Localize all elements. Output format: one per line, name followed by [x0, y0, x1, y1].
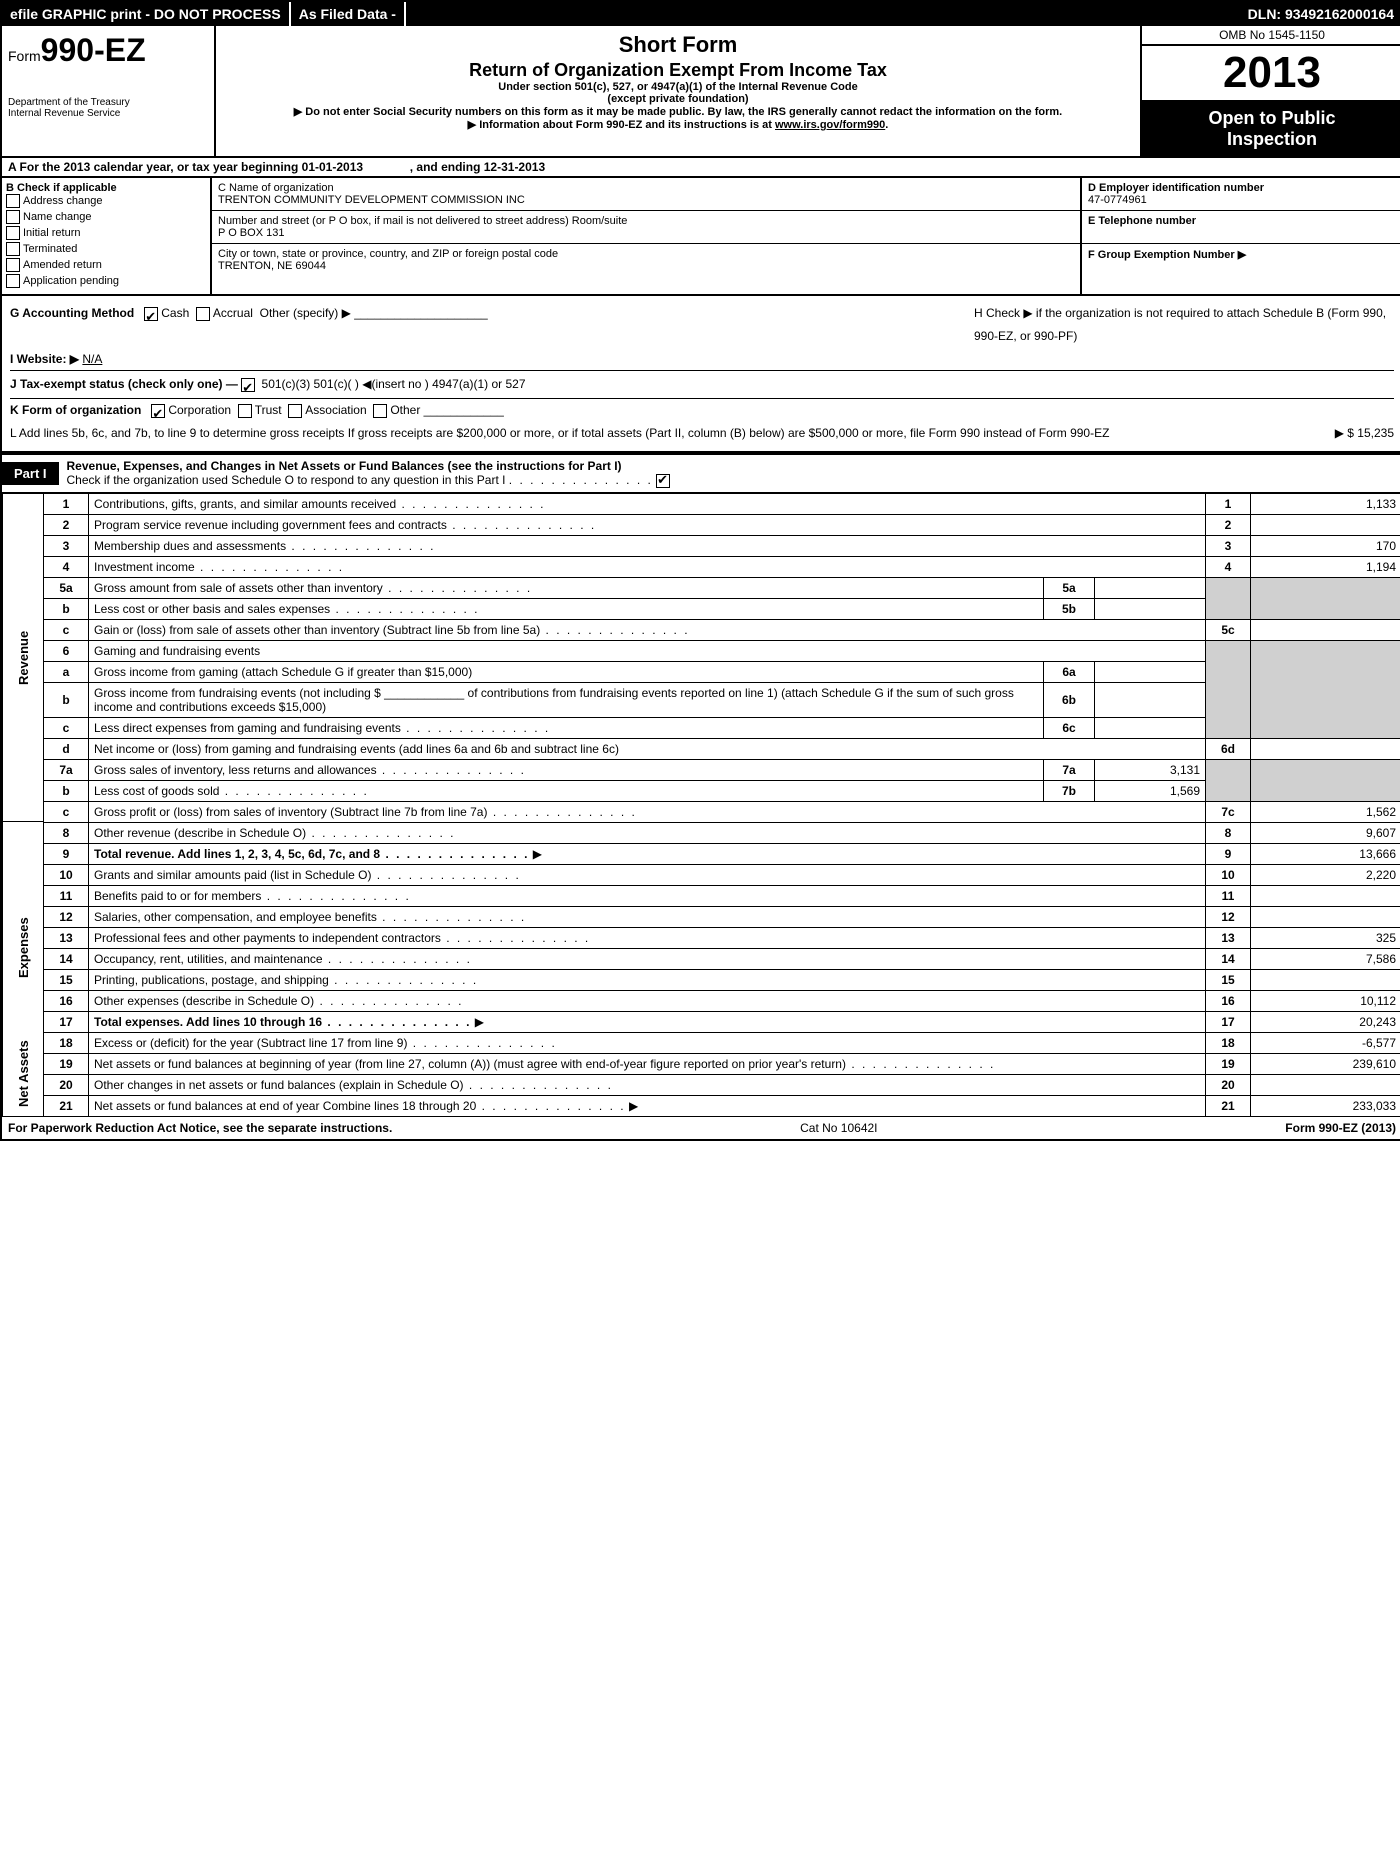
- street-block: Number and street (or P O box, if mail i…: [212, 211, 1080, 244]
- part1-table: Revenue 1 Contributions, gifts, grants, …: [2, 493, 1400, 1117]
- line-1-ref: 1: [1206, 493, 1251, 514]
- city-value: TRENTON, NE 69044: [218, 260, 1074, 272]
- line-1-desc: Contributions, gifts, grants, and simila…: [94, 497, 546, 511]
- i-label: I Website: ▶: [10, 352, 79, 366]
- short-form-title: Short Form: [224, 32, 1132, 58]
- expenses-side-label: Expenses: [3, 864, 44, 1032]
- g-other: Other (specify) ▶: [260, 306, 351, 320]
- form-header: Form990-EZ Department of the Treasury In…: [2, 26, 1400, 158]
- part1-check-note: Check if the organization used Schedule …: [67, 473, 506, 487]
- revenue-side-label: Revenue: [3, 493, 44, 822]
- chk-cash[interactable]: [144, 307, 158, 321]
- h-note: H Check ▶ if the organization is not req…: [974, 302, 1394, 348]
- as-filed-label: As Filed Data -: [291, 2, 406, 26]
- part1-label: Part I: [2, 462, 59, 485]
- header-left: Form990-EZ Department of the Treasury In…: [2, 26, 216, 156]
- street-value: P O BOX 131: [218, 227, 1074, 239]
- city-label: City or town, state or province, country…: [218, 248, 1074, 260]
- street-label: Number and street (or P O box, if mail i…: [218, 215, 1074, 227]
- website-value: N/A: [82, 352, 102, 366]
- dept-treasury: Department of the Treasury: [8, 97, 208, 108]
- section-a-begin: A For the 2013 calendar year, or tax yea…: [8, 160, 363, 174]
- phone-block: E Telephone number: [1082, 211, 1400, 244]
- box-c: C Name of organization TRENTON COMMUNITY…: [212, 178, 1082, 294]
- info-prefix: ▶ Information about Form 990-EZ and its …: [468, 119, 775, 131]
- ssn-warning: ▶ Do not enter Social Security numbers o…: [224, 105, 1132, 118]
- org-name-label: C Name of organization: [218, 182, 1074, 194]
- chk-name-change[interactable]: Name change: [6, 210, 206, 224]
- chk-accrual[interactable]: [196, 307, 210, 321]
- omb-number: OMB No 1545-1150: [1142, 26, 1400, 46]
- netassets-side-label: Net Assets: [3, 1032, 44, 1116]
- form-990ez-page: efile GRAPHIC print - DO NOT PROCESS As …: [0, 0, 1400, 1141]
- city-block: City or town, state or province, country…: [212, 244, 1080, 276]
- chk-terminated[interactable]: Terminated: [6, 242, 206, 256]
- box-b-c-d-row: B Check if applicable Address change Nam…: [2, 178, 1400, 296]
- tax-year: 2013: [1142, 46, 1400, 102]
- line-1-no: 1: [44, 493, 89, 514]
- group-label: F Group Exemption Number ▶: [1088, 249, 1246, 261]
- line-1-amt: 1,133: [1251, 493, 1400, 514]
- ein-block: D Employer identification number 47-0774…: [1082, 178, 1400, 211]
- chk-501c3[interactable]: [241, 378, 255, 392]
- box-b-header: B Check if applicable: [6, 182, 117, 194]
- k-label: K Form of organization: [10, 403, 141, 417]
- chk-schedule-o[interactable]: [656, 474, 670, 488]
- irs-url-link[interactable]: www.irs.gov/form990: [775, 119, 885, 131]
- subtitle-section: Under section 501(c), 527, or 4947(a)(1)…: [224, 81, 1132, 93]
- efile-notice: efile GRAPHIC print - DO NOT PROCESS: [2, 2, 291, 26]
- g-label: G Accounting Method: [10, 306, 134, 320]
- open-line2: Inspection: [1144, 129, 1400, 150]
- open-to-public: Open to Public Inspection: [1142, 102, 1400, 156]
- org-name-block: C Name of organization TRENTON COMMUNITY…: [212, 178, 1080, 211]
- section-a-tax-year: A For the 2013 calendar year, or tax yea…: [2, 158, 1400, 178]
- j-label: J Tax-exempt status (check only one) —: [10, 377, 238, 391]
- header-right: OMB No 1545-1150 2013 Open to Public Ins…: [1140, 26, 1400, 156]
- chk-association[interactable]: [288, 404, 302, 418]
- header-center: Short Form Return of Organization Exempt…: [216, 26, 1140, 156]
- g-through-l-block: G Accounting Method Cash Accrual Other (…: [2, 296, 1400, 453]
- section-a-end: , and ending 12-31-2013: [410, 160, 545, 174]
- return-title: Return of Organization Exempt From Incom…: [224, 60, 1132, 81]
- group-exemption-block: F Group Exemption Number ▶: [1082, 244, 1400, 265]
- form-prefix: Form: [8, 48, 41, 64]
- footer-left: For Paperwork Reduction Act Notice, see …: [8, 1121, 392, 1135]
- footer-right: Form 990-EZ (2013): [1285, 1121, 1396, 1135]
- phone-label: E Telephone number: [1088, 215, 1196, 227]
- org-name: TRENTON COMMUNITY DEVELOPMENT COMMISSION…: [218, 194, 1074, 206]
- l-amount: ▶ $ 15,235: [1234, 422, 1394, 445]
- top-bar: efile GRAPHIC print - DO NOT PROCESS As …: [2, 2, 1400, 26]
- form-number: Form990-EZ: [8, 32, 208, 69]
- part1-header: Part I Revenue, Expenses, and Changes in…: [2, 453, 1400, 493]
- part1-title: Revenue, Expenses, and Changes in Net As…: [59, 455, 682, 492]
- open-line1: Open to Public: [1144, 108, 1400, 129]
- info-link-line: ▶ Information about Form 990-EZ and its …: [224, 118, 1132, 131]
- box-b: B Check if applicable Address change Nam…: [2, 178, 212, 294]
- chk-address-change[interactable]: Address change: [6, 194, 206, 208]
- l-text: L Add lines 5b, 6c, and 7b, to line 9 to…: [10, 422, 1234, 445]
- chk-app-pending[interactable]: Application pending: [6, 274, 206, 288]
- dln-number: DLN: 93492162000164: [1240, 2, 1400, 26]
- chk-initial-return[interactable]: Initial return: [6, 226, 206, 240]
- form-number-big: 990-EZ: [41, 32, 146, 68]
- chk-corporation[interactable]: [151, 404, 165, 418]
- j-options: 501(c)(3) 501(c)( ) ◀(insert no ) 4947(a…: [262, 377, 526, 391]
- box-d-e-f: D Employer identification number 47-0774…: [1082, 178, 1400, 294]
- chk-amended[interactable]: Amended return: [6, 258, 206, 272]
- chk-other[interactable]: [373, 404, 387, 418]
- irs-label: Internal Revenue Service: [8, 108, 208, 119]
- ein-value: 47-0774961: [1088, 194, 1147, 206]
- chk-trust[interactable]: [238, 404, 252, 418]
- subtitle-exception: (except private foundation): [224, 93, 1132, 105]
- footer-catno: Cat No 10642I: [800, 1121, 877, 1135]
- page-footer: For Paperwork Reduction Act Notice, see …: [2, 1117, 1400, 1139]
- ein-label: D Employer identification number: [1088, 182, 1264, 194]
